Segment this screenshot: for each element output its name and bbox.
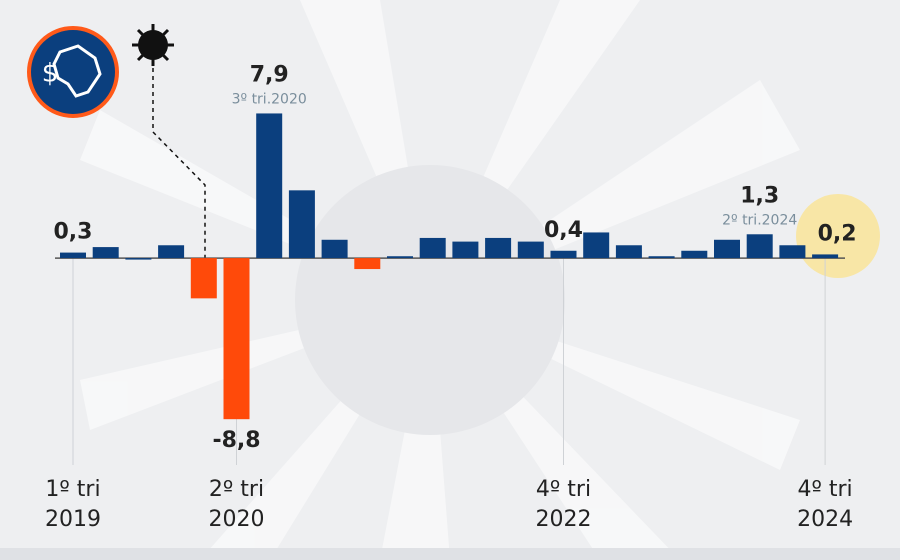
- bar: [681, 250, 708, 259]
- bar: [452, 241, 479, 259]
- x-tick-label: 2º tri 2020: [209, 477, 265, 532]
- x-tick-label-line: 4º tri: [798, 477, 853, 502]
- bar: [812, 254, 839, 259]
- bar: [714, 239, 740, 259]
- x-tick-label-line: 2024: [797, 507, 853, 532]
- bar: [550, 250, 577, 259]
- x-tick-label: 1º tri 2019: [45, 477, 101, 532]
- bar: [288, 190, 315, 259]
- bar: [158, 245, 185, 259]
- bar: [746, 234, 773, 259]
- x-tick-label-line: 1º tri: [45, 477, 100, 502]
- bar: [354, 258, 381, 270]
- bar: [517, 241, 544, 259]
- bar: [615, 245, 642, 259]
- bar: [583, 232, 610, 259]
- x-tick-label-line: 2020: [209, 507, 265, 532]
- bar: [387, 256, 413, 259]
- bar: [190, 258, 217, 299]
- bar: [92, 247, 119, 259]
- x-tick-label-line: 2º tri: [209, 477, 264, 502]
- x-tick-label: 4º tri 2024: [797, 477, 853, 532]
- icon-brazil: $: [27, 26, 119, 118]
- value-label: 0,2: [818, 221, 857, 246]
- value-sublabel: 2º tri.2024: [722, 212, 797, 228]
- bar: [125, 258, 152, 260]
- x-tick-label-line: 4º tri: [536, 477, 591, 502]
- x-tick-label: 4º tri 2022: [536, 477, 592, 532]
- bar: [648, 256, 675, 259]
- bar: [256, 113, 283, 259]
- value-label: 0,3: [54, 220, 93, 245]
- bar: [779, 245, 806, 259]
- bar: [321, 239, 348, 259]
- value-label: 1,3: [740, 183, 779, 208]
- bar: [223, 258, 250, 420]
- bar: [60, 252, 86, 259]
- x-tick-label-line: 2019: [45, 507, 101, 532]
- bar: [485, 237, 512, 259]
- svg-text:$: $: [42, 59, 59, 89]
- center-disc: [295, 165, 565, 435]
- value-sublabel: 3º tri.2020: [232, 91, 307, 107]
- bottom-strip: [0, 548, 900, 560]
- virus-icon: [132, 24, 206, 258]
- x-tick-label-line: 2022: [536, 507, 592, 532]
- bar: [419, 237, 446, 259]
- value-label: -8,8: [212, 428, 260, 453]
- value-label: 0,4: [544, 218, 583, 243]
- value-label: 7,9: [250, 62, 289, 87]
